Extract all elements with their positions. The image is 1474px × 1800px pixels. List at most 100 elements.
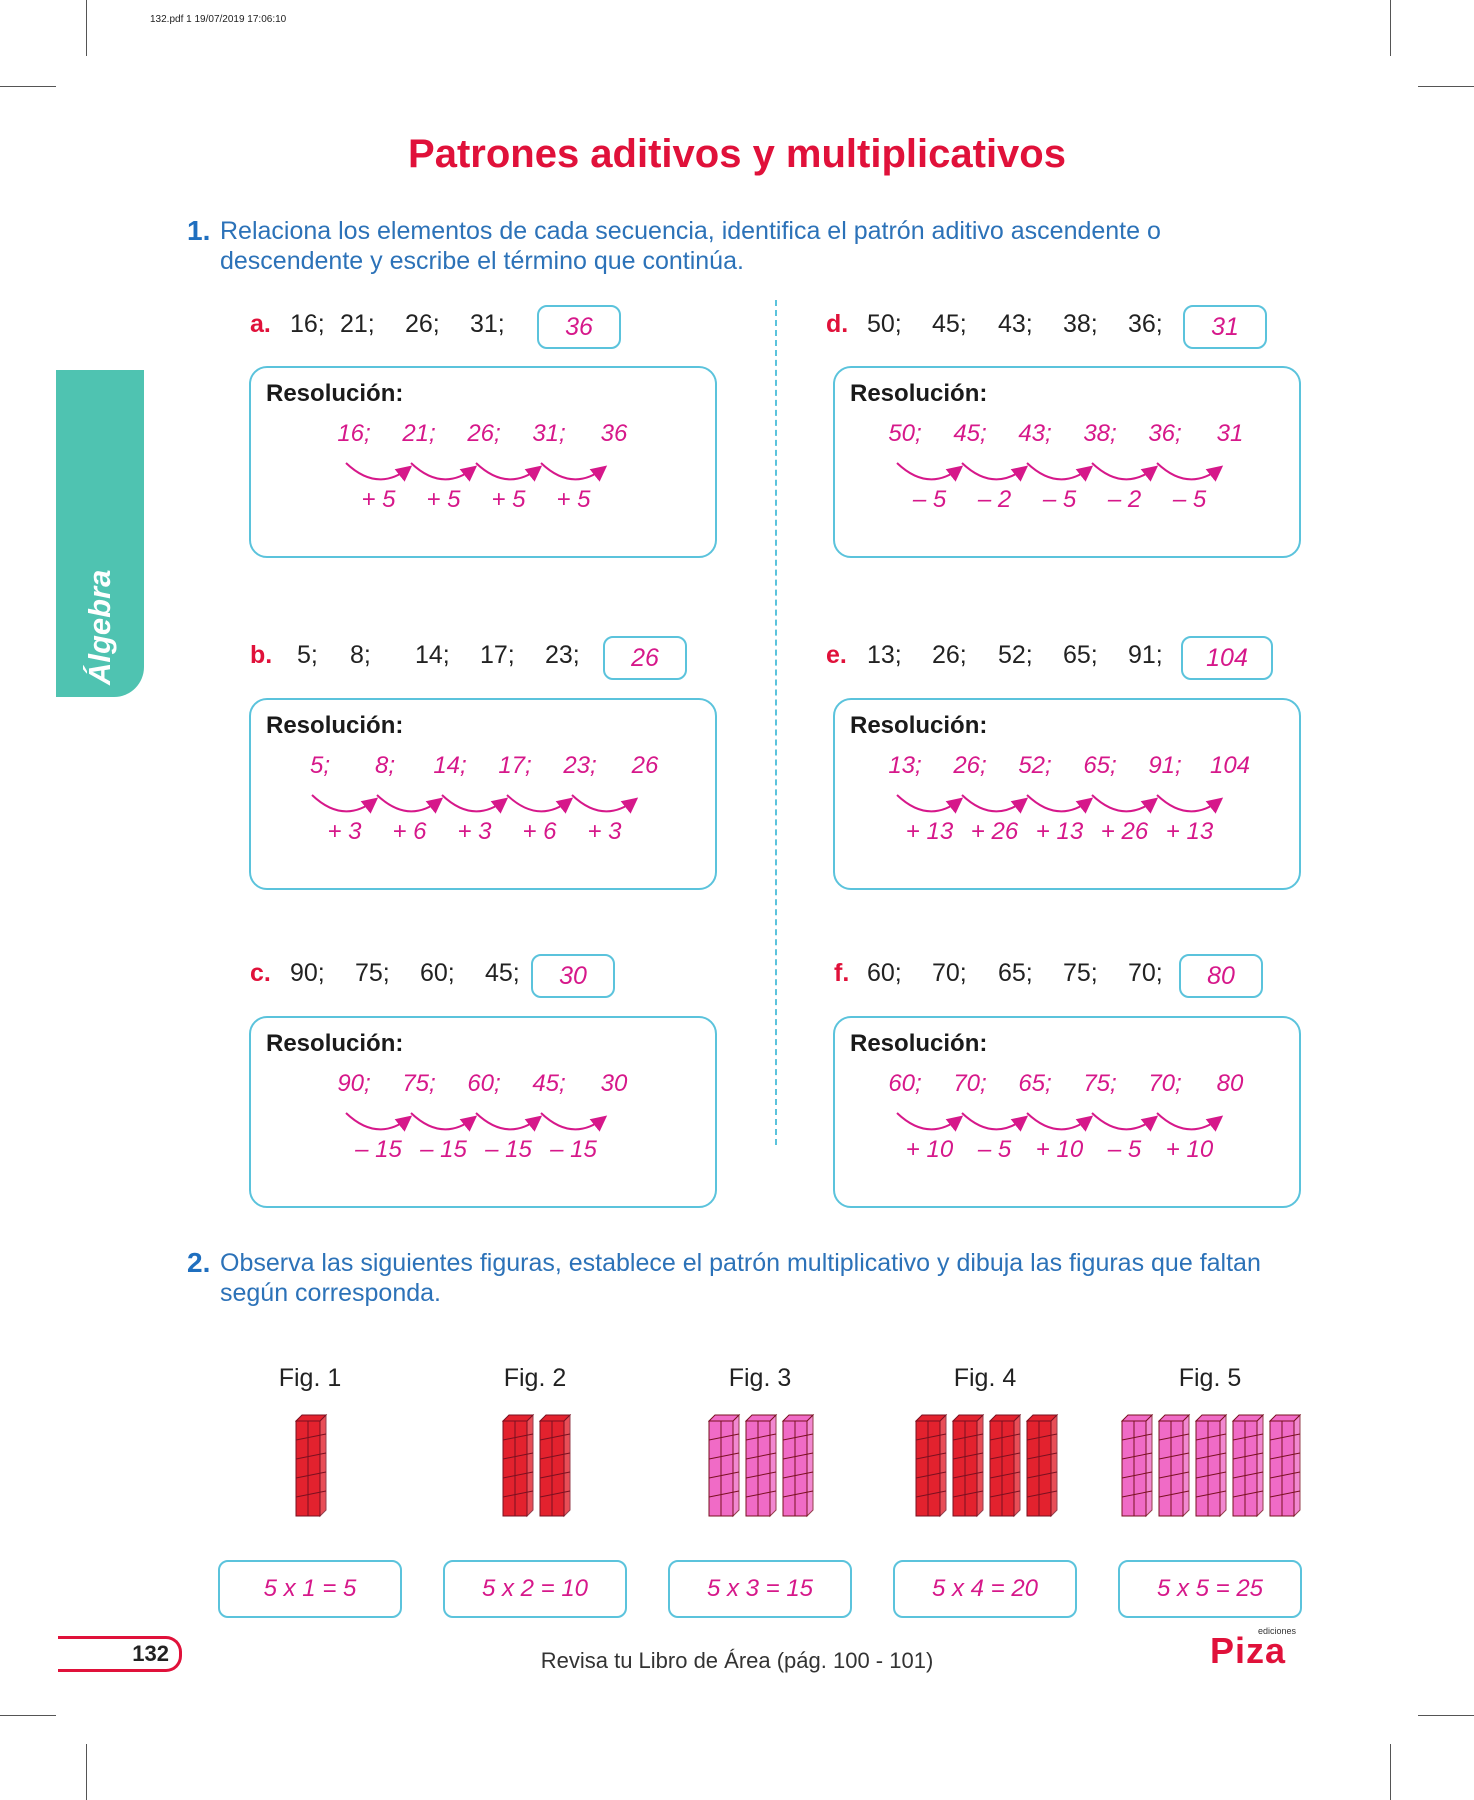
pattern-arc [345, 462, 413, 482]
resolution-label: Resolución: [850, 1030, 988, 1057]
question-2-number: 2. [187, 1247, 211, 1278]
sequence-term: 43; [998, 310, 1033, 338]
publisher-logo: Piza [1210, 1630, 1287, 1671]
pattern-arc [896, 794, 964, 814]
pattern-arc [1156, 1112, 1224, 1132]
sequence-term: 65; [1063, 641, 1098, 669]
resolution-term: 75; [402, 1070, 436, 1097]
sequence-term: 38; [1063, 310, 1098, 338]
resolution-box: Resolución: 13; 26; 52; 65; 91; 104 + 13 + 26 + 1… [833, 698, 1301, 890]
multiplication-answer-box[interactable]: 5 x 4 = 20 [893, 1560, 1077, 1618]
resolution-step: – 15 [355, 1136, 402, 1163]
item-letter: a. [250, 310, 271, 338]
answer-box[interactable]: 31 [1183, 305, 1267, 349]
resolution-box: Resolución: 50; 45; 43; 38; 36; 31 – 5 – 2 – 5 – 2… [833, 366, 1301, 558]
figure-label: Fig. 4 [953, 1364, 1017, 1392]
resolution-term: 43; [1018, 420, 1052, 447]
resolution-step: – 2 [977, 486, 1012, 513]
pattern-arc [1091, 462, 1159, 482]
pattern-arc [961, 794, 1029, 814]
multiplication-answer-box[interactable]: 5 x 1 = 5 [218, 1560, 402, 1618]
sequence-term: 70; [1128, 959, 1163, 987]
cube-columns-figure [501, 1414, 571, 1518]
resolution-step: – 15 [550, 1136, 597, 1163]
crop-mark [0, 1715, 56, 1716]
resolution-term: 45; [532, 1070, 566, 1097]
resolution-box: Resolución: 5; 8; 14; 17; 23; 26 + 3 + 6 + 3 + 6 + … [249, 698, 717, 890]
resolution-step: – 5 [1042, 486, 1077, 513]
resolution-term: 91; [1148, 752, 1182, 779]
resolution-term: 30 [600, 1070, 628, 1097]
crop-mark [1390, 1744, 1391, 1800]
resolution-term: 5; [309, 752, 331, 779]
question-1-text: Relaciona los elementos de cada secuenci… [220, 217, 1161, 275]
item-letter: b. [250, 641, 273, 669]
sequence-term: 45; [485, 959, 520, 987]
resolution-step: – 5 [912, 486, 947, 513]
sequence-term: 23; [545, 641, 580, 669]
resolution-term: 60; [467, 1070, 501, 1097]
resolution-term: 31; [532, 420, 566, 447]
resolution-term: 17; [498, 752, 532, 779]
figure-label: Fig. 2 [503, 1364, 567, 1392]
resolution-term: 52; [1018, 752, 1052, 779]
pattern-arc [345, 1112, 413, 1132]
page-number: 132 [58, 1636, 182, 1672]
resolution-step: + 3 [587, 818, 622, 845]
side-tab-label: Álgebra [82, 569, 117, 685]
cube-columns-figure [708, 1414, 815, 1518]
resolution-term: 80 [1216, 1070, 1244, 1097]
resolution-term: 26; [467, 420, 501, 447]
pattern-arc [441, 794, 509, 814]
answer-box[interactable]: 36 [537, 305, 621, 349]
crop-mark [1418, 1715, 1474, 1716]
resolution-label: Resolución: [266, 1030, 404, 1057]
resolution-step: + 26 [1100, 818, 1149, 845]
logo-subtitle: ediciones [1258, 1626, 1297, 1636]
pattern-arrows [345, 1112, 608, 1132]
cube-columns-figure [1121, 1414, 1302, 1518]
resolution-term: 104 [1209, 752, 1251, 779]
multiplication-answer-box[interactable]: 5 x 5 = 25 [1118, 1560, 1302, 1618]
answer-box[interactable]: 104 [1181, 636, 1273, 680]
print-info: 132.pdf 1 19/07/2019 17:06:10 [150, 14, 287, 25]
resolution-box: Resolución: 16; 21; 26; 31; 36 + 5 + 5 + 5 + 5 [249, 366, 717, 558]
pattern-arc [961, 1112, 1029, 1132]
sequence-term: 50; [867, 310, 902, 338]
pattern-arc [896, 462, 964, 482]
resolution-step: + 5 [361, 486, 396, 513]
crop-mark [86, 1744, 87, 1800]
pattern-arc [1026, 462, 1094, 482]
sequence-term: 5; [297, 641, 318, 669]
pattern-arc [540, 1112, 608, 1132]
answer-box[interactable]: 26 [603, 636, 687, 680]
resolution-step: + 5 [426, 486, 461, 513]
resolution-term: 16; [337, 420, 371, 447]
resolution-term: 26; [953, 752, 987, 779]
sequence-term: 75; [1063, 959, 1098, 987]
answer-box[interactable]: 80 [1179, 954, 1263, 998]
resolution-step: – 5 [1172, 486, 1207, 513]
answer-box[interactable]: 30 [531, 954, 615, 998]
pattern-arc [376, 794, 444, 814]
pattern-arrows [896, 794, 1224, 814]
pattern-arc [1156, 462, 1224, 482]
sequence-term: 90; [290, 959, 325, 987]
resolution-term: 21; [402, 420, 436, 447]
resolution-term: 70; [953, 1070, 987, 1097]
multiplication-answer-box[interactable]: 5 x 2 = 10 [443, 1560, 627, 1618]
crop-mark [86, 0, 87, 56]
sequence-term: 26; [932, 641, 967, 669]
resolution-term: 14; [433, 752, 467, 779]
resolution-step: + 5 [556, 486, 591, 513]
pattern-arc [961, 462, 1029, 482]
sequence-term: 60; [420, 959, 455, 987]
resolution-term: 45; [953, 420, 987, 447]
pattern-arc [475, 1112, 543, 1132]
item-letter: c. [250, 959, 271, 987]
resolution-step: + 6 [392, 818, 427, 845]
resolution-term: 36 [600, 420, 628, 447]
resolution-term: 65; [1083, 752, 1117, 779]
multiplication-answer-box[interactable]: 5 x 3 = 15 [668, 1560, 852, 1618]
resolution-label: Resolución: [850, 380, 988, 407]
